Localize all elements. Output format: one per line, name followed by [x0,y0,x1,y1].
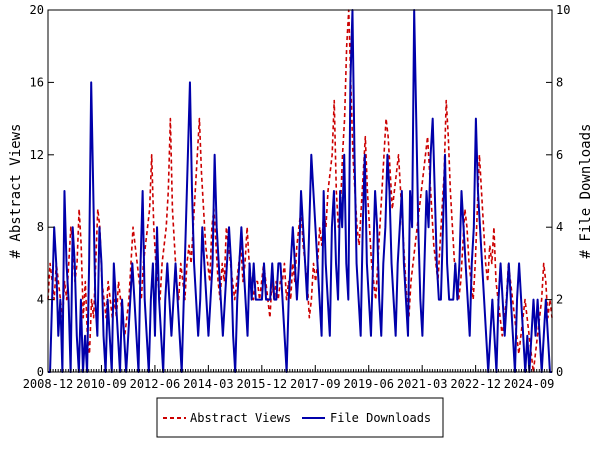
y-right-tick-label: 6 [556,148,563,162]
x-tick-labels: 2008-12 2010-09 2012-06 2014-03 2015-12 2017-… [23,377,555,391]
series-line-file-downloads [48,9,552,373]
x-tick-label: 2012-06 [130,377,181,391]
y-right-axis-title: # File Downloads [578,124,594,259]
y-left-tick-labels: 0 4 8 12 16 20 [30,3,44,379]
y-left-tick-label: 12 [30,148,44,162]
y-right-tick-labels: 0 2 4 6 8 10 [556,3,570,379]
legend: Abstract Views File Downloads [156,397,444,438]
y-left-tick-label: 4 [37,293,44,307]
x-tick-label: 2008-12 [23,377,74,391]
x-tick-label: 2022-12 [450,377,501,391]
y-right-tick-label: 8 [556,75,563,89]
y-left-tick-label: 20 [30,3,44,17]
y-left-tick-label: 16 [30,75,44,89]
x-tick-label: 2010-09 [76,377,127,391]
y-right-tick-label: 0 [556,365,563,379]
y-left-tick-label: 0 [37,365,44,379]
legend-label-file-downloads: File Downloads [330,411,431,425]
y-left-tick-label: 8 [37,220,44,234]
x-tick-label: 2024-09 [504,377,555,391]
y-right-tick-label: 4 [556,220,563,234]
x-tick-label: 2021-03 [397,377,448,391]
series-layer [47,9,553,373]
x-tick-label: 2015-12 [237,377,288,391]
y-left-axis-title: # Abstract Views [8,124,24,259]
legend-label-abstract-views: Abstract Views [190,411,291,425]
x-tick-label: 2017-09 [290,377,341,391]
y-right-tick-label: 2 [556,293,563,307]
legend-box [156,397,444,438]
x-tick-label: 2019-06 [343,377,394,391]
y-right-tick-label: 10 [556,3,570,17]
x-tick-label: 2014-03 [183,377,234,391]
ticks-layer [47,9,553,373]
